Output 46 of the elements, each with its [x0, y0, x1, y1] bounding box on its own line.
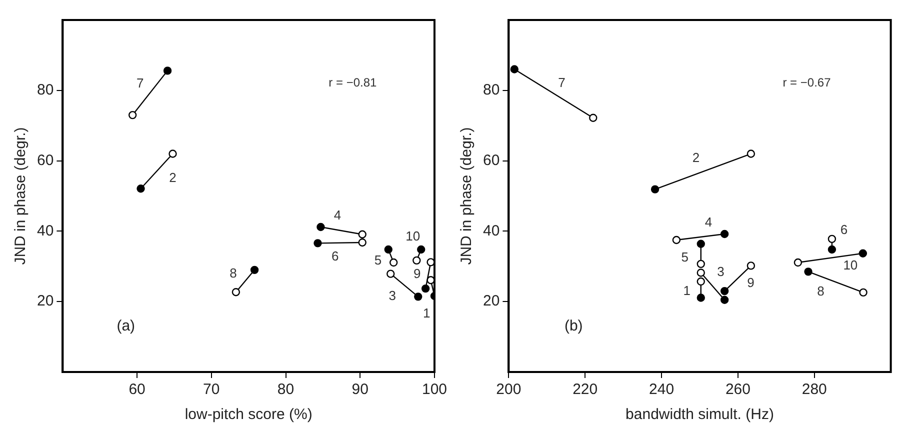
y-axis-title: JND in phase (degr.) [458, 127, 476, 265]
series-label: 6 [840, 222, 848, 237]
y-axis-title: JND in phase (degr.) [12, 127, 30, 265]
y-tick-label: 80 [482, 82, 500, 99]
annotation: r = −0.81 [328, 76, 378, 90]
y-tick-label: 60 [482, 152, 500, 169]
series-label: 9 [747, 274, 754, 290]
series-label: 3 [388, 288, 396, 303]
annotation: (b) [564, 317, 583, 334]
x-tick-label: 260 [725, 381, 750, 398]
x-tick-label: 280 [802, 381, 827, 398]
x-tick-label: 240 [649, 381, 674, 398]
series-label: 6 [331, 248, 339, 264]
series-label: 8 [230, 266, 237, 281]
y-tick-label: 80 [36, 82, 54, 99]
series-label: 1 [683, 283, 691, 298]
series-label: 3 [717, 264, 724, 279]
y-tick-label: 20 [482, 292, 500, 310]
series-label: 4 [704, 214, 712, 230]
x-tick-label: 70 [203, 381, 220, 398]
y-tick-label: 60 [36, 152, 54, 169]
x-axis-title: bandwidth simult. (Hz) [626, 406, 774, 424]
x-tick-label: 220 [572, 381, 598, 398]
x-axis-title: low-pitch score (%) [184, 406, 312, 424]
y-tick-label: 20 [36, 292, 54, 310]
annotation: (a) [116, 317, 136, 334]
x-tick-label: 80 [277, 381, 294, 398]
series-label: 7 [136, 75, 144, 90]
x-tick-label: 200 [496, 381, 522, 398]
x-tick-label: 90 [352, 381, 368, 398]
annotation: r = −0.67 [782, 76, 832, 90]
y-tick-label: 40 [36, 222, 54, 240]
series-label: 9 [414, 266, 421, 281]
series-label: 2 [692, 150, 700, 166]
series-label: 5 [681, 249, 689, 264]
series-label: 8 [817, 284, 824, 299]
x-tick-label: 60 [128, 381, 146, 398]
y-tick-label: 40 [482, 222, 500, 240]
series-label: 10 [843, 258, 858, 273]
series-label: 4 [334, 207, 342, 222]
series-label: 10 [406, 228, 420, 244]
series-label: 2 [169, 170, 176, 185]
series-label: 1 [423, 306, 430, 321]
x-tick-label: 100 [422, 381, 447, 398]
series-label: 5 [374, 252, 382, 268]
series-label: 7 [558, 75, 566, 90]
